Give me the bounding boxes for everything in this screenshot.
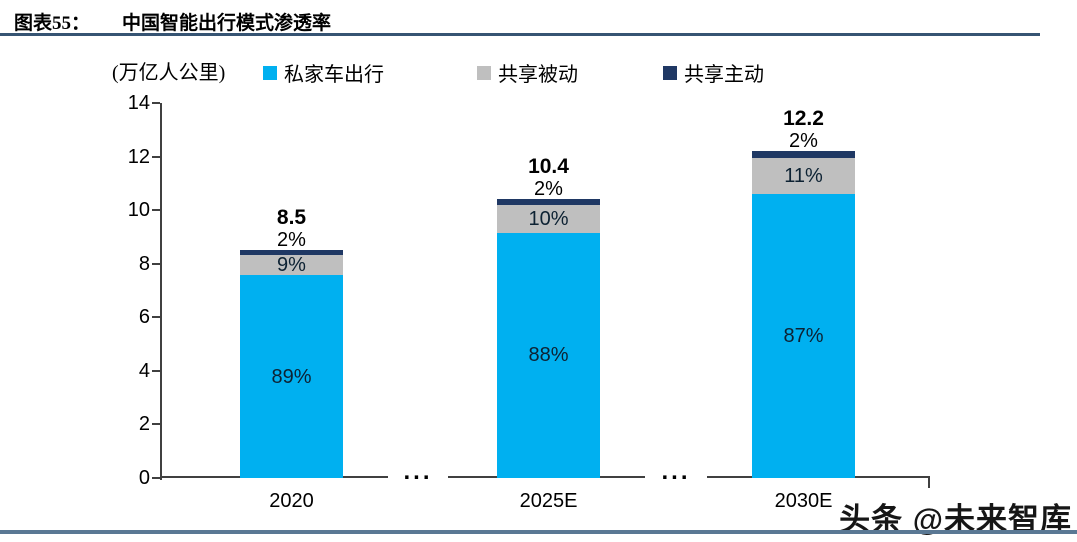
legend-item: 共享被动	[477, 58, 578, 87]
legend-item: 共享主动	[663, 58, 764, 87]
y-axis-line	[160, 103, 162, 480]
legend-item: 私家车出行	[263, 58, 384, 87]
y-tick-mark	[152, 155, 160, 158]
bar-segment-2025E	[497, 232, 600, 478]
segment-pct-label: 9%	[277, 254, 306, 277]
axis-gap-dots: ...	[661, 458, 691, 485]
y-tick-mark	[152, 209, 160, 212]
bottom-rule	[0, 530, 1077, 534]
y-tick-label: 0	[138, 467, 150, 489]
y-tick-mark	[152, 316, 160, 319]
y-tick-mark	[152, 423, 160, 426]
figure-label: 图表55：	[14, 13, 91, 34]
segment-pct-label: 88%	[528, 344, 569, 367]
title-underline	[0, 33, 1040, 36]
y-tick-mark	[152, 477, 160, 479]
x-category-label: 2025E	[519, 490, 578, 512]
bar-top-pct-label: 2%	[277, 229, 306, 252]
bar-segment-2020	[240, 250, 343, 255]
y-tick-label: 10	[127, 199, 150, 222]
legend-label: 私家车出行	[284, 64, 384, 86]
legend-label: 共享主动	[684, 64, 764, 86]
bar-total-label: 8.5	[276, 206, 307, 230]
bar-segment-2030E	[752, 193, 855, 478]
y-tick-label: 6	[138, 306, 150, 329]
legend-swatch-icon	[477, 65, 491, 80]
y-tick-label: 12	[127, 145, 150, 168]
segment-pct-label: 11%	[784, 164, 823, 187]
segment-pct-label: 87%	[783, 324, 824, 347]
legend-swatch-icon	[663, 65, 677, 80]
x-category-label: 2020	[269, 490, 314, 512]
bar-segment-2030E	[752, 157, 855, 194]
x-axis-end-tick	[928, 476, 930, 488]
bar-segment-2025E	[497, 205, 600, 233]
figure-header: 图表55： 中国智能出行模式渗透率	[14, 8, 331, 35]
bar-segment-2025E	[497, 199, 600, 205]
y-tick-label: 2	[138, 413, 150, 436]
y-tick-label: 4	[138, 359, 150, 382]
y-tick-label: 14	[127, 92, 150, 114]
bar-total-label: 12.2	[783, 107, 824, 131]
bar-segment-2030E	[752, 151, 855, 158]
figure-title: 中国智能出行模式渗透率	[122, 13, 332, 34]
segment-pct-label: 89%	[271, 365, 312, 388]
x-category-label: 2030E	[774, 490, 833, 512]
segment-pct-label: 10%	[528, 207, 569, 230]
bar-segment-2020	[240, 275, 343, 478]
bar-segment-2020	[240, 254, 343, 276]
bar-top-pct-label: 2%	[534, 178, 563, 201]
axis-gap-dots: ...	[403, 458, 433, 485]
bar-top-pct-label: 2%	[789, 130, 818, 153]
axis-unit-label: (万亿人公里)	[112, 62, 226, 84]
y-tick-mark	[152, 369, 160, 372]
y-tick-mark	[152, 102, 160, 104]
y-tick-label: 8	[138, 252, 150, 275]
legend-label: 共享被动	[498, 64, 578, 86]
y-tick-mark	[152, 262, 160, 265]
legend-swatch-icon	[263, 65, 277, 80]
bar-total-label: 10.4	[528, 155, 569, 179]
